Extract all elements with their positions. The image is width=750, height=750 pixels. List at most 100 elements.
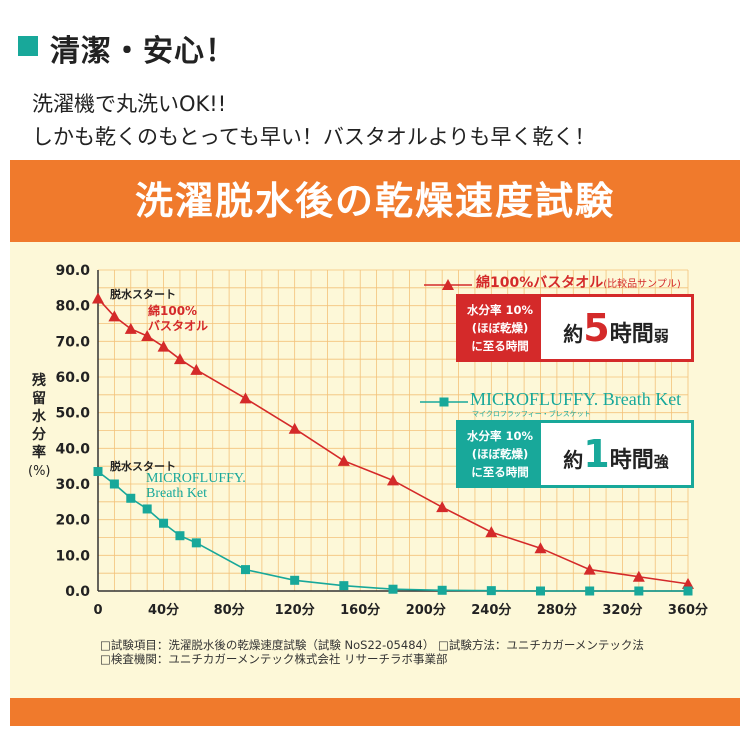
series-group [92,292,694,596]
test-notes-line-1: □試験項目：洗濯脱水後の乾燥速度試験（試験 NoS22-05484） □試験方法… [100,638,644,652]
data-point-microfluffy [241,565,250,575]
data-point-towel [485,526,498,538]
data-point-microfluffy [634,586,644,596]
y-axis-label: 残留水分率 (%) [28,372,51,481]
data-point-microfluffy [290,575,300,585]
start-series-label-2b: Breath Ket [146,486,208,501]
legend-item-microfluffy-sub: マイクロフラッフィー・ブレスケット [472,410,591,418]
panel-footer-bar [10,698,740,726]
caption-line-3: に至る時間 [471,339,529,353]
legend-item-towel-note: (比較品サンプル) [603,279,681,290]
title-marker [18,36,38,56]
data-point-towel [583,563,596,575]
y-tick-label: 80.0 [55,299,90,315]
caption-line-1: 水分率 10% [466,303,534,317]
legend-item-microfluffy: MICROFLUFFY. Breath Ket [470,389,682,409]
data-point-towel [337,454,350,466]
start-series-label-1: 綿100% バスタオル [148,304,208,334]
data-point-towel [92,292,104,304]
caption-line-1: 水分率 10% [466,429,534,443]
subtitle-line-2: しかも乾くのもとっても早い！バスタオルよりも早く乾く！ [32,125,596,149]
legend-marker-microfluffy [439,397,449,407]
data-point-towel [534,542,547,554]
data-point-microfluffy [486,586,496,596]
page-title: 清潔・安心！ [50,34,236,69]
y-axis-label-text: 残留水分率 [32,373,46,461]
result-box-microfluffy-caption: 水分率 10% (ほぼ乾燥) に至る時間 [459,423,541,485]
result-box-towel-caption: 水分率 10% (ほぼ乾燥) に至る時間 [459,297,541,359]
start-annotation-2: 脱水スタート [110,460,176,473]
data-point-towel [157,340,170,352]
data-point-microfluffy [109,479,119,489]
data-point-microfluffy [142,504,152,514]
x-tick-label: 40分 [148,602,179,618]
y-tick-label: 10.0 [55,548,90,564]
data-point-microfluffy [388,584,398,594]
data-point-towel [141,329,154,341]
y-tick-label: 70.0 [55,334,90,350]
x-tick-label: 160分 [340,602,380,618]
value-prefix: 約 [563,322,584,346]
data-point-microfluffy [191,538,201,548]
chart-title: 洗濯脱水後の乾燥速度試験 [10,160,740,242]
subtitle-line-1: 洗濯機で丸洗いOK!! [32,92,227,116]
data-point-towel [124,322,137,334]
result-box-towel: 水分率 10% (ほぼ乾燥) に至る時間 約5時間弱 [456,294,694,362]
data-point-microfluffy [93,467,103,477]
y-tick-label: 40.0 [55,441,90,457]
data-point-towel [436,501,449,513]
y-tick-label: 90.0 [55,263,90,279]
tick-labels: 0.0 10.0 20.0 30.0 40.0 50.0 60.0 70.0 80.0 90.0 0… [55,263,708,618]
x-tick-label: 240分 [471,602,511,618]
value-suffix: 強 [653,453,669,471]
data-point-towel [108,310,121,322]
x-tick-label: 0 [93,603,102,618]
data-point-microfluffy [126,493,136,503]
data-point-towel [387,474,399,486]
x-tick-label: 80分 [214,602,245,618]
legend-item-towel-label: 綿100%バスタオル [476,275,604,291]
result-box-microfluffy-value: 約1時間強 [541,423,691,485]
start-series-label-2: MICROFLUFFY. Breath Ket [146,471,246,501]
data-point-towel [239,392,252,404]
data-point-microfluffy [536,586,545,596]
x-tick-label: 320分 [602,602,642,618]
start-series-label-1a: 綿100% [148,304,198,318]
caption-line-2: (ほぼ乾燥) [471,447,529,461]
data-point-microfluffy [339,581,349,591]
x-tick-label: 200分 [406,602,446,618]
value-number: 5 [583,306,610,350]
data-point-microfluffy [175,531,185,541]
x-tick-label: 120分 [275,602,315,618]
test-notes: □試験項目：洗濯脱水後の乾燥速度試験（試験 NoS22-05484） □試験方法… [100,638,644,666]
y-tick-label: 20.0 [55,513,90,529]
result-box-microfluffy: 水分率 10% (ほぼ乾燥) に至る時間 約1時間強 [456,420,694,488]
legend-marker-towel [442,279,454,290]
legend-item-towel: 綿100%バスタオル(比較品サンプル) [476,272,681,292]
caption-line-2: (ほぼ乾燥) [471,321,529,335]
value-prefix: 約 [563,448,584,472]
result-box-towel-value: 約5時間弱 [541,297,691,359]
start-series-label-1b: バスタオル [148,319,209,333]
caption-line-3: に至る時間 [471,465,529,479]
data-point-towel [632,570,645,582]
x-tick-label: 280分 [537,602,577,618]
data-point-towel [190,363,203,375]
y-tick-label: 30.0 [55,477,90,493]
data-point-towel [173,353,186,365]
y-tick-label: 50.0 [55,406,90,422]
data-point-microfluffy [159,518,169,528]
legend-markers [420,279,472,407]
y-tick-label: 60.0 [55,370,90,386]
x-tick-label: 360分 [668,602,708,618]
y-tick-label: 0.0 [65,584,90,600]
value-unit: 時間 [609,322,654,347]
value-number: 1 [583,432,610,476]
value-suffix: 弱 [653,327,669,345]
data-point-microfluffy [585,586,595,596]
start-annotation-1: 脱水スタート [110,288,176,301]
data-point-microfluffy [437,585,447,595]
test-notes-line-2: □検査機関：ユニチカガーメンテック株式会社 リサーチラボ事業部 [100,652,448,666]
value-unit: 時間 [609,448,654,473]
data-point-towel [682,577,694,589]
